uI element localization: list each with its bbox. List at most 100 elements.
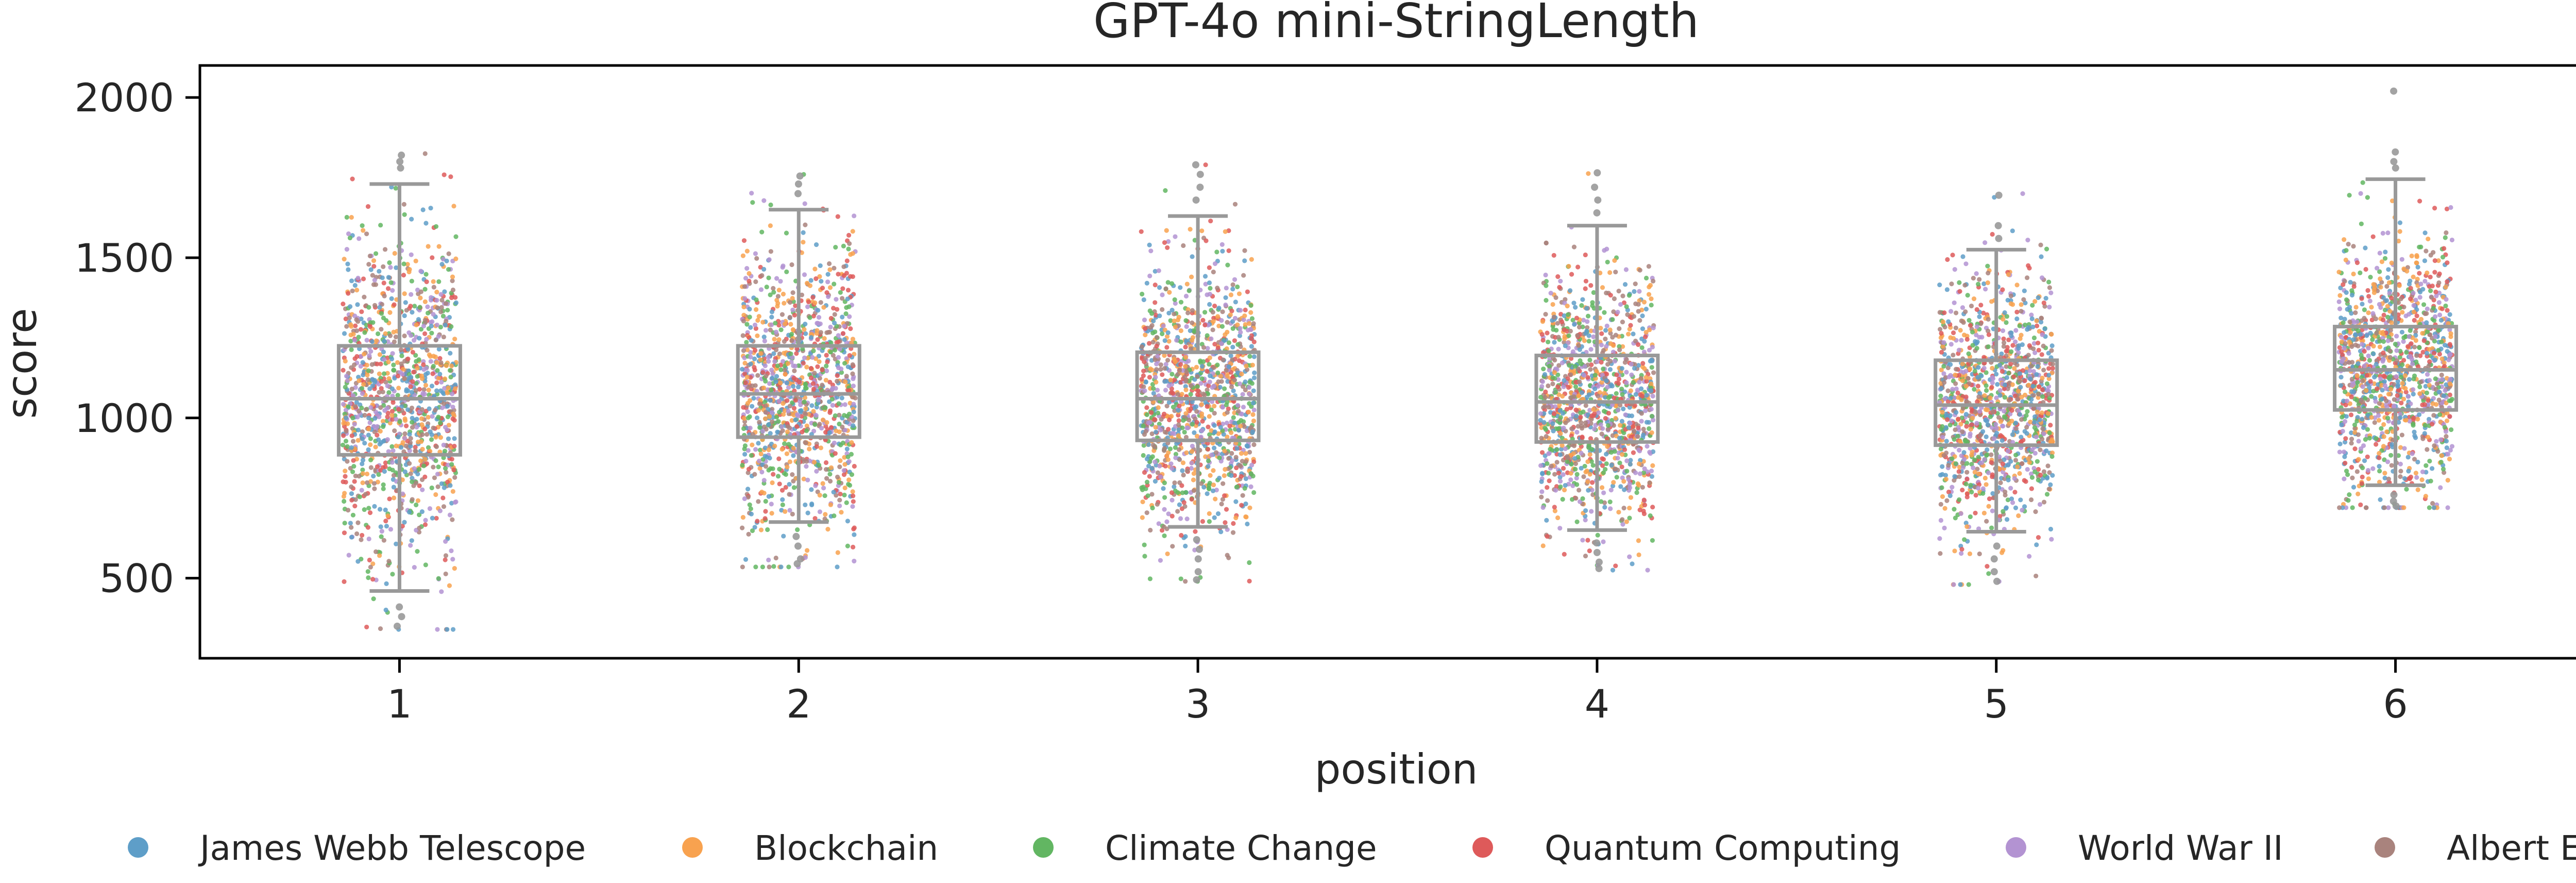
data-point (1649, 381, 1654, 387)
data-point (1616, 289, 1621, 294)
data-point (1172, 318, 1177, 324)
data-point (409, 216, 414, 222)
data-point (1173, 324, 1178, 329)
data-point (756, 499, 761, 504)
data-point (387, 466, 392, 472)
data-point (1633, 301, 1638, 306)
data-point (1596, 410, 1601, 415)
data-point (1205, 491, 1210, 496)
data-point (1213, 450, 1219, 455)
data-point (745, 409, 750, 414)
data-point (1242, 486, 1247, 491)
data-point (1629, 372, 1634, 377)
data-point (1206, 458, 1211, 463)
data-point (1181, 472, 1186, 478)
data-point (821, 486, 826, 491)
data-point (1579, 451, 1584, 456)
data-point (829, 387, 835, 392)
data-point (825, 359, 830, 364)
data-point (1546, 348, 1551, 354)
data-point (1649, 296, 1654, 302)
data-point (842, 337, 847, 342)
data-point (1179, 483, 1184, 488)
data-point (1563, 343, 1568, 348)
data-point (1642, 366, 1647, 371)
data-point (354, 531, 360, 537)
data-point (817, 509, 823, 514)
data-point (350, 512, 355, 518)
data-point (1229, 473, 1234, 478)
data-point (357, 378, 362, 384)
data-point (1546, 383, 1551, 389)
data-point (1600, 463, 1605, 468)
data-point (391, 362, 396, 368)
data-point (394, 416, 399, 422)
data-point (1579, 390, 1585, 395)
data-point (1619, 464, 1624, 470)
data-point (1620, 517, 1625, 522)
data-point (795, 385, 801, 390)
data-point (1200, 519, 1205, 524)
data-point (359, 537, 364, 542)
data-point (1626, 331, 1631, 337)
data-point (1540, 471, 1545, 476)
data-point (1195, 384, 1200, 389)
data-point (381, 280, 386, 286)
data-point (386, 359, 391, 364)
data-point (761, 385, 767, 391)
data-point (1175, 509, 1180, 514)
data-point (385, 414, 390, 420)
data-point (408, 375, 414, 380)
data-point (1634, 490, 1639, 495)
data-point (343, 474, 348, 479)
data-point (769, 314, 774, 320)
data-point (353, 473, 358, 478)
data-point (1241, 317, 1246, 323)
data-point (417, 525, 422, 530)
data-point (791, 453, 796, 458)
data-point (409, 252, 414, 257)
data-point (1250, 412, 1256, 417)
data-point (1551, 411, 1557, 416)
data-point (380, 275, 385, 280)
data-point (778, 279, 783, 284)
data-point (741, 238, 747, 243)
data-point (741, 319, 747, 324)
data-point (417, 305, 422, 310)
data-point (1199, 363, 1205, 369)
data-point (803, 382, 808, 388)
data-point (1198, 381, 1204, 386)
data-point (1193, 529, 1198, 534)
data-point (779, 488, 785, 493)
data-point (1574, 413, 1579, 419)
data-point (817, 422, 822, 427)
data-point (1207, 362, 1212, 367)
data-point (341, 421, 346, 426)
data-point (793, 418, 798, 423)
data-point (1209, 453, 1214, 458)
data-point (377, 305, 382, 310)
data-point (423, 372, 428, 377)
data-point (364, 338, 369, 343)
data-point (445, 427, 450, 432)
data-point (1160, 307, 1165, 312)
data-point (434, 380, 439, 386)
data-point (1644, 420, 1650, 425)
data-point (422, 151, 428, 156)
data-point (1216, 379, 1221, 385)
data-point (833, 245, 838, 250)
data-point (1572, 456, 1578, 461)
data-point (742, 446, 747, 452)
data-point (1601, 490, 1606, 495)
data-point (791, 363, 796, 369)
data-point (794, 424, 800, 429)
data-point (1144, 280, 1149, 286)
data-point (430, 255, 435, 260)
data-point (361, 381, 366, 387)
data-point (1592, 373, 1598, 378)
data-point (352, 362, 357, 368)
data-point (832, 312, 837, 317)
data-point (832, 440, 837, 445)
data-point (452, 436, 457, 441)
data-point (1551, 314, 1556, 320)
